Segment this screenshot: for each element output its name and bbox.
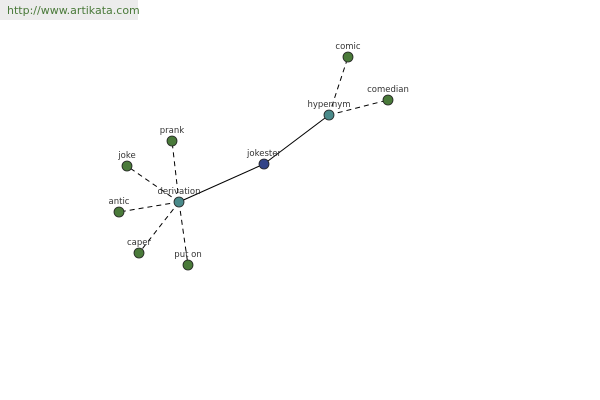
node-label[interactable]: put on [174, 250, 201, 260]
node[interactable] [173, 196, 185, 208]
node[interactable] [323, 109, 335, 121]
node[interactable] [382, 94, 394, 106]
dashed-edge [328, 99, 389, 116]
edge [263, 114, 330, 165]
node[interactable] [342, 51, 354, 63]
node-label[interactable]: comic [335, 42, 361, 52]
node-label[interactable]: hypernym [307, 100, 350, 110]
node[interactable] [133, 247, 145, 259]
node-label[interactable]: joke [117, 151, 135, 161]
edges [118, 56, 389, 266]
node[interactable] [121, 160, 133, 172]
node-label[interactable]: comedian [367, 85, 409, 95]
dashed-edge [171, 140, 180, 203]
dashed-edge [126, 165, 180, 203]
node-label[interactable]: derivation [157, 187, 200, 197]
node[interactable] [182, 259, 194, 271]
node[interactable] [113, 206, 125, 218]
url-text[interactable]: http://www.artikata.com [7, 4, 140, 17]
node-label[interactable]: caper [127, 238, 152, 248]
node[interactable] [166, 135, 178, 147]
dashed-edge [328, 56, 349, 116]
node-label[interactable]: antic [109, 197, 130, 207]
dashed-edge [118, 201, 180, 213]
url-banner [0, 0, 138, 20]
node[interactable] [258, 158, 270, 170]
dashed-edge [178, 201, 189, 266]
edge [178, 163, 265, 203]
nodes: jokester hypernym derivation comic comedian p… [109, 42, 409, 271]
dashed-edge [138, 201, 180, 254]
node-label[interactable]: jokester [246, 149, 281, 159]
node-label[interactable]: prank [160, 126, 184, 136]
